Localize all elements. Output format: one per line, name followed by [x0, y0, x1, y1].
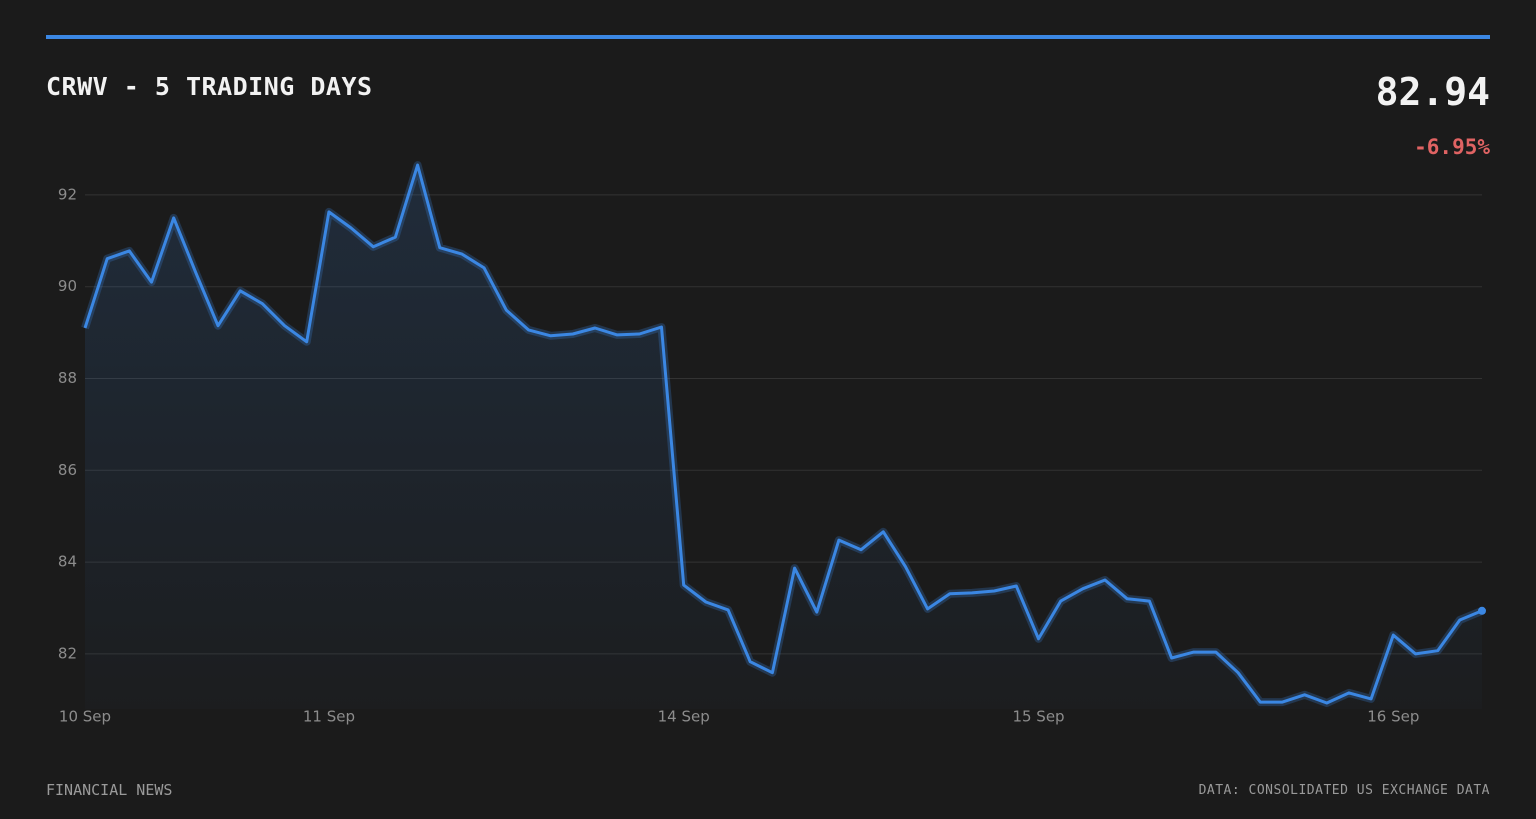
area-fill [85, 165, 1482, 710]
footer-credit: DATA: CONSOLIDATED US EXCHANGE DATA [1198, 783, 1490, 798]
chart-title: CRWV - 5 TRADING DAYS [46, 72, 373, 101]
price-change: -6.95% [1414, 135, 1490, 159]
x-tick-label: 10 Sep [59, 708, 111, 726]
x-tick-label: 15 Sep [1012, 708, 1064, 726]
accent-bar [46, 35, 1490, 39]
price-line [83, 163, 1483, 705]
x-tick-label: 11 Sep [303, 708, 355, 726]
y-tick-label: 82 [58, 644, 77, 662]
y-tick-label: 90 [58, 277, 77, 295]
y-tick-label: 88 [58, 369, 77, 387]
y-tick-label: 92 [58, 185, 77, 203]
x-tick-label: 16 Sep [1367, 708, 1419, 726]
x-tick-label: 14 Sep [658, 708, 710, 726]
price: 82.94 [1375, 70, 1490, 114]
y-tick-label: 84 [58, 553, 77, 571]
y-tick-label: 86 [58, 461, 77, 479]
footer-source: FINANCIAL NEWS [46, 781, 173, 799]
last-point [1478, 606, 1486, 615]
